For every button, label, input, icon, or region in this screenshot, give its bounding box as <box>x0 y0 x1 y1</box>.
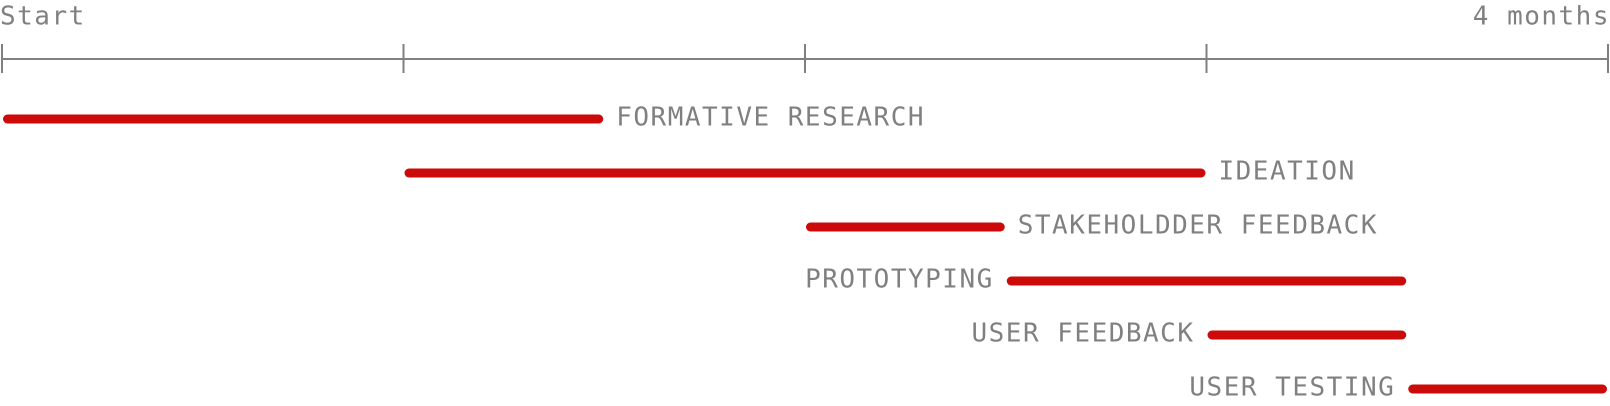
task-label: USER TESTING <box>1189 373 1395 403</box>
task-labels: FORMATIVE RESEARCH IDEATION STAKEHOLDDER F… <box>616 103 1395 403</box>
task-label: USER FEEDBACK <box>972 319 1195 349</box>
task-label: FORMATIVE RESEARCH <box>616 103 925 133</box>
axis-tick-label: 4 months <box>1473 2 1610 32</box>
timeline-axis: Start 4 months <box>0 2 1610 74</box>
task-label: PROTOTYPING <box>805 265 994 295</box>
axis-tick-label: Start <box>0 2 86 32</box>
task-label: STAKEHOLDDER FEEDBACK <box>1018 211 1378 241</box>
task-label: IDEATION <box>1219 157 1356 187</box>
task-bars <box>8 119 1603 389</box>
